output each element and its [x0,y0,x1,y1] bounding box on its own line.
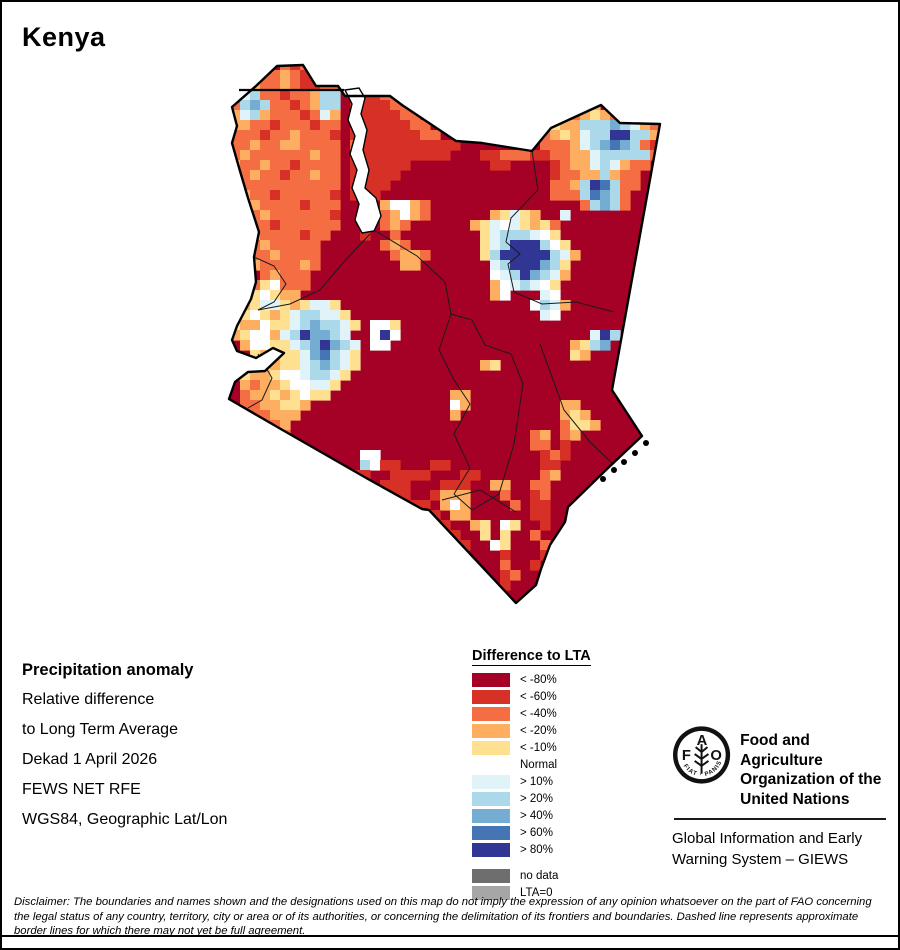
info-line: FEWS NET RFE [22,781,141,798]
legend-label: no data [520,869,559,882]
legend-label: > 60% [520,826,553,839]
svg-text:A: A [697,733,708,749]
legend-title: Difference to LTA [472,648,591,666]
legend-swatch [472,885,510,900]
legend-label: > 40% [520,809,553,822]
fao-org-name-line: Food and Agriculture [740,732,823,769]
legend-row: < -20% [472,722,662,739]
legend-swatch [472,740,510,755]
legend-label: < -10% [520,741,557,754]
map-info-block: Precipitation anomaly Relative difference… [22,655,322,835]
legend-row: > 80% [472,841,662,858]
legend-swatch [472,808,510,823]
disclaimer-text: Disclaimer: The boundaries and names sho… [14,896,872,937]
giews-caption: Global Information and Early Warning Syst… [672,828,894,870]
admin-boundaries [247,150,615,513]
info-line: WGS84, Geographic Lat/Lon [22,811,228,828]
divider-line [674,818,886,820]
fao-org-name-line: United Nations [740,790,850,808]
info-line: Relative difference [22,691,155,708]
legend-label: > 80% [520,843,553,856]
country-border [227,63,662,605]
info-line: to Long Term Average [22,721,178,738]
legend-label: Normal [520,758,558,771]
legend-swatch [472,672,510,687]
giews-caption-line: Global Information and Early [672,830,863,847]
legend-label: > 20% [520,792,553,805]
fao-org-name-line: Organization of the [740,771,882,788]
coast-islands [600,440,649,482]
fao-org-name: Food and Agriculture Organization of the U… [740,724,894,809]
legend-row: < -80% [472,671,662,688]
legend-label: < -80% [520,673,557,686]
wheat-ear-icon [694,744,710,774]
legend-row: no data [472,867,662,884]
legend-label: < -40% [520,707,557,720]
legend-label: LTA=0 [520,886,553,899]
legend-label: < -60% [520,690,557,703]
legend-row: LTA=0 [472,884,662,901]
legend-entries: < -80% < -60% < -40% < -20% < -10% Normal > 10… [472,671,662,901]
legend-row: > 40% [472,807,662,824]
legend-row: > 10% [472,773,662,790]
legend-label: > 10% [520,775,553,788]
info-line: Dekad 1 April 2026 [22,751,158,768]
legend-swatch [472,791,510,806]
legend-row: > 60% [472,824,662,841]
giews-caption-line: Warning System – GIEWS [672,851,849,868]
svg-text:F: F [682,748,691,764]
legend-swatch [472,842,510,857]
fao-logo-icon: F A O FIAT · PANIS [672,726,731,784]
bottom-rule [2,935,898,937]
legend: Difference to LTA < -80% < -60% < -40% < -2… [472,647,662,901]
legend-swatch [472,757,510,772]
legend-row: > 20% [472,790,662,807]
legend-row: < -10% [472,739,662,756]
legend-swatch [472,723,510,738]
legend-row: < -40% [472,705,662,722]
info-line: Precipitation anomaly [22,661,194,679]
legend-row: < -60% [472,688,662,705]
legend-swatch [472,774,510,789]
legend-row: Normal [472,756,662,773]
legend-swatch [472,868,510,883]
fao-block: F A O FIAT · PANIS Food and Agriculture O… [672,724,894,870]
page-title: Kenya [22,22,106,52]
legend-swatch [472,689,510,704]
legend-label: < -20% [520,724,557,737]
svg-text:O: O [710,748,722,764]
legend-swatch [472,825,510,840]
legend-swatch [472,706,510,721]
lake-turkana [343,87,382,234]
